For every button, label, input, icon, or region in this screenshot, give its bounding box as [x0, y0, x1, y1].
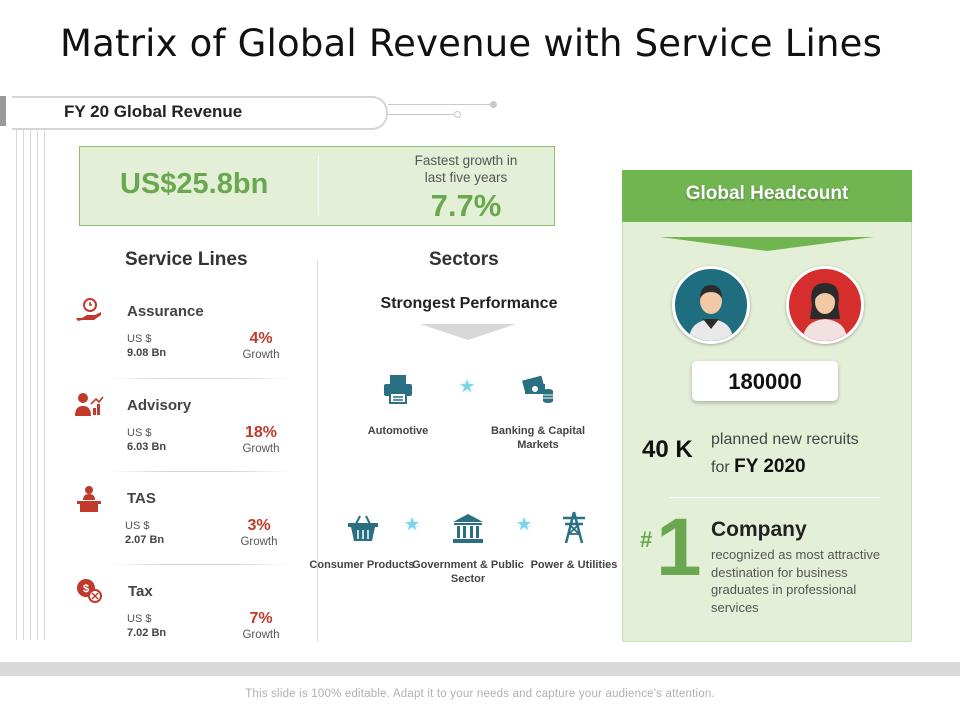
service-line-amount: US $7.02 Bn — [127, 613, 167, 639]
strongest-performance-label: Strongest Performance — [380, 295, 558, 312]
service-line-name: Tax — [128, 583, 153, 600]
service-line-growth-label: Growth — [242, 443, 280, 455]
rank-hash: # — [640, 527, 653, 552]
rank-number: 1 — [656, 502, 702, 593]
rail-marker — [0, 96, 6, 126]
column-divider — [317, 260, 318, 642]
growth-caption: Fastest growth in last five years — [414, 153, 518, 185]
recruits-number: 40 K — [642, 436, 693, 463]
service-line-amount: US $9.08 Bn — [127, 333, 167, 359]
star-icon: ★ — [404, 514, 421, 534]
footer-bar — [0, 662, 960, 676]
service-lines-heading: Service Lines — [125, 249, 248, 270]
growth-value: 7.7% — [430, 188, 502, 223]
fy-banner-label: FY 20 Global Revenue — [64, 102, 243, 121]
printer-icon — [384, 375, 412, 404]
service-line-growth-label: Growth — [242, 349, 280, 361]
company-description: recognized as most attractive destinatio… — [711, 547, 881, 615]
decorative-rail — [37, 120, 38, 640]
service-line-amount: US $6.03 Bn — [127, 427, 167, 453]
basket-icon — [348, 515, 378, 541]
presenter-podium-icon — [77, 486, 101, 512]
service-line-separator — [110, 378, 290, 379]
revenue-value: US$25.8bn — [120, 168, 269, 200]
sector-label: Power & Utilities — [530, 559, 618, 571]
headcount-header — [622, 170, 912, 222]
male-avatar-icon — [672, 266, 750, 344]
decorative-rail — [44, 120, 45, 640]
service-line-growth-pct: 18% — [244, 424, 278, 441]
government-building-icon — [453, 514, 483, 543]
sector-label: Automotive — [367, 425, 429, 437]
service-line-name: Advisory — [127, 397, 192, 414]
connector-dot — [490, 101, 497, 108]
sector-label: Government & Public Sector — [412, 559, 524, 585]
recruits-text: planned new recruits for FY 2020 — [711, 431, 859, 477]
service-line-growth-pct: 3% — [247, 517, 271, 534]
revenue-box — [79, 146, 555, 226]
star-icon: ★ — [516, 514, 533, 534]
service-line-growth-pct: 4% — [249, 330, 273, 347]
service-line-growth-label: Growth — [240, 536, 278, 548]
service-line-name: TAS — [127, 490, 156, 507]
tax-coin-icon: $ — [77, 579, 102, 603]
service-line-amount: US $2.07 Bn — [125, 520, 165, 546]
service-line-growth-label: Growth — [242, 629, 280, 641]
fy-banner — [12, 96, 388, 130]
headcount-title: Global Headcount — [685, 183, 849, 204]
power-tower-icon — [563, 511, 585, 544]
female-avatar-icon — [786, 266, 864, 344]
company-title: Company — [711, 518, 807, 541]
svg-text:$: $ — [83, 583, 89, 595]
sector-label: Banking & Capital Markets — [490, 425, 586, 451]
connector-dot — [454, 111, 461, 118]
advisor-chart-icon — [75, 393, 104, 416]
star-icon: ★ — [459, 376, 476, 396]
money-stack-icon — [522, 375, 553, 403]
connector-line — [388, 114, 456, 115]
headcount-arrow — [660, 237, 874, 251]
performance-arrow — [420, 324, 516, 340]
hand-coin-icon — [76, 298, 101, 321]
headcount-separator — [670, 497, 880, 498]
service-line-separator — [110, 564, 290, 565]
sectors-heading: Sectors — [429, 249, 499, 270]
service-line-separator — [110, 471, 290, 472]
headcount-box — [692, 361, 838, 401]
revenue-divider — [318, 156, 319, 216]
footer-text: This slide is 100% editable. Adapt it to… — [245, 688, 715, 700]
service-line-growth-pct: 7% — [249, 610, 273, 627]
decorative-rail — [16, 120, 17, 640]
decorative-rail — [23, 120, 24, 640]
decorative-rail — [30, 120, 31, 640]
sector-label: Consumer Products — [309, 559, 415, 571]
headcount-value: 180000 — [728, 369, 802, 394]
service-line-name: Assurance — [127, 303, 204, 320]
connector-line — [388, 104, 492, 105]
page-title: Matrix of Global Revenue with Service Li… — [60, 22, 883, 65]
